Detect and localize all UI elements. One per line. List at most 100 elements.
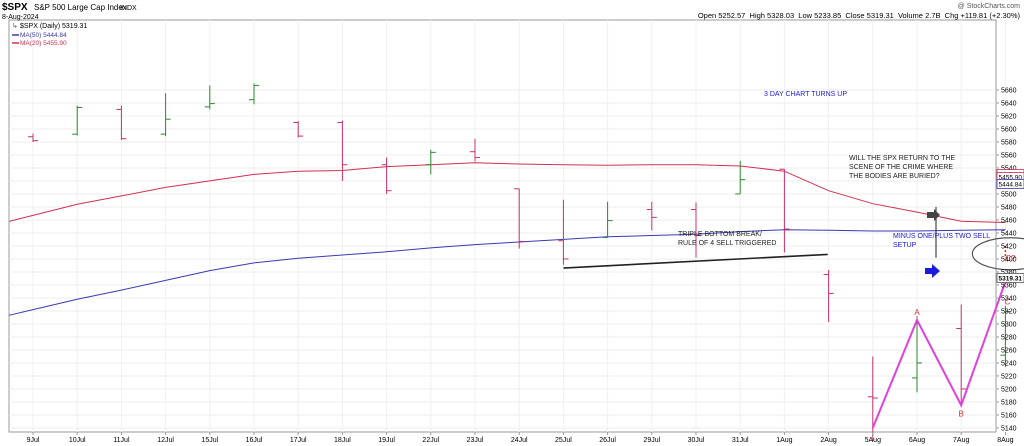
x-tick-label: 18Jul (334, 437, 351, 444)
x-tick-label: 22Jul (422, 437, 439, 444)
y-tick-label: 5380 (1001, 269, 1017, 276)
x-tick-label: 1Aug (776, 437, 792, 444)
y-tick-label: 5360 (1001, 282, 1017, 289)
y-tick-label: 5160 (1001, 412, 1017, 419)
y-tick-label: 5620 (1001, 113, 1017, 120)
chart-date: 8-Aug-2024 (2, 14, 39, 21)
ohlc-bar (116, 105, 127, 140)
credit-text: @ StockCharts.com (958, 3, 1021, 10)
y-tick-label: 5480 (1001, 204, 1017, 211)
x-tick-label: 17Jul (290, 437, 307, 444)
legend-ma50: MA(50) 5444.84 (20, 32, 67, 39)
y-tick-label: 5220 (1001, 373, 1017, 380)
x-tick-label: 19Jul (378, 437, 395, 444)
value-tag-text: 5319.31 (999, 275, 1023, 282)
x-tick-label: 7Aug (953, 437, 969, 444)
pattern-label-c-question: C? (1005, 254, 1016, 263)
ohlc-bar (381, 157, 392, 194)
ohlc-bar (337, 120, 348, 181)
ohlc-bar (691, 202, 701, 258)
y-tick-label: 5240 (1001, 360, 1017, 367)
x-tick-label: 12Jul (157, 437, 174, 444)
y-tick-label: 5280 (1001, 334, 1017, 341)
note-minus-one-line: MINUS ONE/PLUS TWO SELL (893, 233, 990, 240)
y-tick-label: 5340 (1001, 295, 1017, 302)
value-tag-text: 5455.90 (999, 174, 1023, 181)
note-minus-one-line: SETUP (893, 242, 917, 249)
ohlc-bar (602, 201, 613, 238)
ohlc-bar (72, 105, 83, 136)
trendline (563, 253, 828, 269)
ohlc-bar (249, 83, 259, 105)
price-legend-icon: ↳ (12, 22, 18, 30)
x-tick-label: 10Jul (69, 437, 86, 444)
index-name: S&P 500 Large Cap Index (34, 3, 127, 12)
ma20-line (8, 162, 1006, 223)
value-tag-ma50: 5444.84 (996, 179, 1024, 189)
moving-averages (8, 162, 1006, 316)
x-tick-label: 11Jul (113, 437, 130, 444)
note-triple-bottom-line: RULE OF 4 SELL TRIGGERED (678, 240, 776, 247)
ohlc-bar (735, 160, 746, 195)
y-tick-label: 5180 (1001, 399, 1017, 406)
pattern-label-b: B (959, 409, 964, 418)
ohlc-bar (204, 85, 215, 110)
y-tick-label: 5540 (1001, 165, 1017, 172)
target-ellipse (971, 237, 1024, 271)
x-tick-label: 25Jul (555, 437, 572, 444)
x-tick-label: 6Aug (909, 437, 925, 444)
y-tick-label: 5260 (1001, 347, 1017, 354)
ohlc-bar (160, 93, 171, 137)
x-tick-label: 23Jul (467, 437, 484, 444)
value-tag-text: 5444.84 (999, 181, 1023, 188)
pattern-label-a: A (914, 308, 920, 317)
value-tag-close: 5319.31 (996, 273, 1024, 283)
y-tick-label: 5560 (1001, 152, 1017, 159)
x-axis: 9Jul 10Jul 11Jul 12Jul 15Jul 16Jul 17Jul 18Jul 1… (27, 432, 1014, 444)
ohlc-bar (823, 270, 834, 322)
y-tick-label: 5400 (1001, 256, 1017, 263)
ohlc-bars (28, 83, 1011, 441)
value-tag-box (996, 179, 1024, 189)
y-axis: 5140 5160 5180 5200 5220 5240 5260 5280 5300 5320… (996, 87, 1024, 432)
x-tick-label: 29Jul (643, 437, 660, 444)
note-3-day-chart: 3 DAY CHART TURNS UP (764, 91, 847, 98)
x-tick-label: 9Jul (27, 437, 40, 444)
y-tick-label: 5320 (1001, 308, 1017, 315)
ma50-line (8, 229, 1006, 316)
ohlc-bar (28, 133, 38, 142)
pattern-label-c: C (1005, 297, 1011, 306)
ohlc-summary: Open 5252.57 High 5328.03 Low 5233.85 Cl… (698, 11, 1021, 20)
y-tick-label: 5580 (1001, 139, 1017, 146)
x-tick-label: 15Jul (201, 437, 218, 444)
ticker-symbol: $SPX (2, 2, 28, 13)
y-tick-label: 5500 (1001, 191, 1017, 198)
x-tick-label: 26Jul (599, 437, 616, 444)
ohlc-bar (646, 201, 657, 231)
ohlc-bar (558, 199, 569, 265)
y-tick-label: 5660 (1001, 87, 1017, 94)
ohlc-bar (912, 316, 922, 393)
abc-pattern-line (871, 281, 1007, 429)
ohlc-bar (425, 149, 436, 175)
annotation-overlays: A B C C? 3 DAY CHART TURNS UP WILL THE SPX RE… (563, 91, 1024, 429)
y-tick-label: 5200 (1001, 386, 1017, 393)
y-tick-label: 5420 (1001, 243, 1017, 250)
ohlc-bar (956, 304, 967, 408)
note-scene-of-crime-line: WILL THE SPX RETURN TO THE (849, 155, 956, 162)
ohlc-bar (514, 188, 525, 249)
x-tick-label: 5Aug (865, 437, 881, 444)
ohlc-bar (779, 168, 790, 253)
y-tick-label: 5460 (1001, 217, 1017, 224)
legend-price: $SPX (Daily) 5319.31 (20, 23, 87, 30)
legend-ma20: MA(20) 5455.90 (20, 40, 67, 47)
x-tick-label: 16Jul (246, 437, 263, 444)
y-tick-label: 5300 (1001, 321, 1017, 328)
exchange-label: INDX (120, 5, 137, 12)
ohlc-bar (293, 121, 304, 138)
note-scene-of-crime-line: SCENE OF THE CRIME WHERE (849, 164, 953, 171)
grid (9, 20, 1006, 432)
note-scene-of-crime-line: THE BODIES ARE BURIED? (849, 173, 940, 180)
ohlc-bar (1000, 305, 1011, 367)
